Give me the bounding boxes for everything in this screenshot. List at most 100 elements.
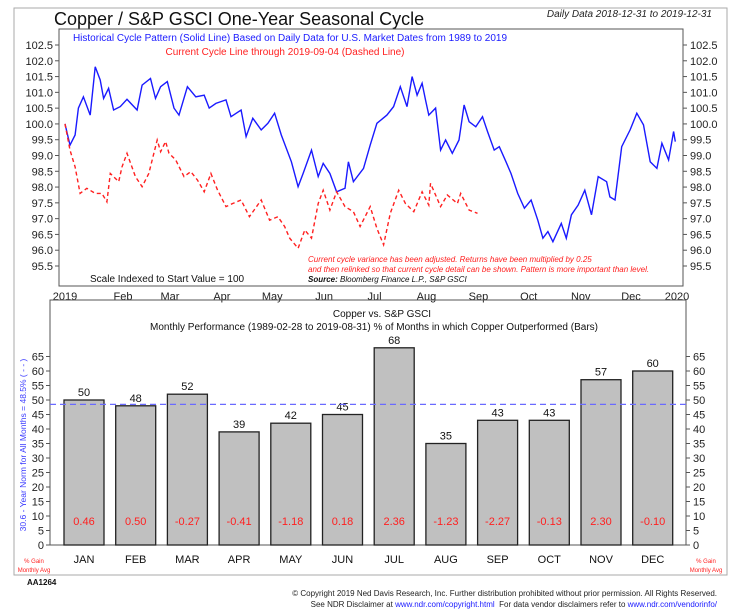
vendor-link[interactable]: www.ndr.com/vendorinfo/	[627, 600, 718, 609]
x-tick-label: Oct	[520, 291, 537, 303]
bar-jul	[373, 347, 415, 546]
legend-current: Current Cycle Line through 2019-09-04 (D…	[165, 47, 404, 58]
y-tick-label-right: 102.0	[690, 56, 718, 68]
month-label: MAR	[175, 554, 200, 566]
bar-value-label: 43	[543, 407, 555, 419]
month-label: NOV	[589, 554, 614, 566]
month-label: JUN	[332, 554, 353, 566]
gain-label: -0.27	[175, 516, 200, 528]
y-tick-label-left: 15	[32, 497, 44, 509]
y-tick-label-left: 99.0	[32, 150, 53, 162]
vendor-prefix: For data vendor disclaimers refer to	[495, 600, 628, 609]
y-tick-label-right: 98.0	[690, 182, 711, 194]
month-label: JAN	[74, 554, 95, 566]
chart-code: AA1264	[27, 578, 57, 587]
bar-value-label: 45	[336, 402, 348, 414]
y-tick-label-left: 65	[32, 352, 44, 364]
y-tick-label-right: 50	[693, 395, 705, 407]
y-tick-label-right: 101.0	[690, 87, 718, 99]
disclaimer-prefix: See NDR Disclaimer at	[311, 600, 395, 609]
y-tick-label-left: 100.5	[25, 103, 53, 115]
y-tick-label-left: 25	[32, 468, 44, 480]
bar-value-label: 50	[78, 387, 90, 399]
bar-jun	[321, 413, 364, 546]
y-tick-label-left: 102.0	[25, 56, 53, 68]
bar-chart-title: Copper vs. S&P GSCI	[333, 309, 431, 320]
y-tick-label-left: 40	[32, 424, 44, 436]
y-tick-label-right: 60	[693, 366, 705, 378]
variance-note-1: Current cycle variance has been adjusted…	[308, 255, 592, 264]
disclaimer: See NDR Disclaimer at www.ndr.com/copyri…	[311, 600, 718, 609]
bar-sep	[476, 419, 519, 546]
source-text: Bloomberg Finance L.P., S&P GSCI	[340, 275, 468, 284]
bar-value-label: 43	[491, 407, 503, 419]
y-tick-label-right: 20	[693, 482, 705, 494]
y-tick-label-left: 5	[38, 526, 44, 538]
gain-axis-left-1: % Gain	[24, 559, 44, 565]
y-tick-label-right: 45	[693, 410, 705, 422]
source-note: Source: Bloomberg Finance L.P., S&P GSCI	[308, 275, 468, 284]
y-tick-label-left: 96.5	[32, 229, 53, 241]
bar-value-label: 39	[233, 419, 245, 431]
y-tick-label-left: 0	[38, 540, 44, 552]
source-label: Source:	[308, 275, 338, 284]
gain-label: 2.36	[383, 516, 404, 528]
y-tick-label-left: 96.0	[32, 245, 53, 257]
y-tick-label-right: 97.5	[690, 198, 711, 210]
bar-apr	[218, 431, 260, 546]
x-tick-label: Jun	[315, 291, 333, 303]
y-tick-label-right: 98.5	[690, 166, 711, 178]
y-tick-label-right: 96.5	[690, 229, 711, 241]
x-tick-label: 2019	[53, 291, 77, 303]
y-tick-label-left: 100.0	[25, 119, 53, 131]
y-tick-label-left: 98.0	[32, 182, 53, 194]
y-tick-label-left: 55	[32, 381, 44, 393]
top-plot-frame	[58, 28, 684, 287]
month-label: MAY	[279, 554, 303, 566]
bar-value-label: 52	[181, 381, 193, 393]
gain-axis-right-2: Monthly Avg	[690, 568, 723, 574]
y-tick-label-right: 30	[693, 453, 705, 465]
y-tick-label-left: 98.5	[32, 166, 53, 178]
y-tick-label-right: 65	[693, 352, 705, 364]
bar-value-label: 48	[130, 393, 142, 405]
bar-y-axis-label: 30.6 - Year Norm for All Months = 48.5% …	[18, 358, 28, 531]
month-label: SEP	[487, 554, 509, 566]
date-range: Daily Data 2018-12-31 to 2019-12-31	[547, 9, 712, 20]
y-tick-label-left: 60	[32, 366, 44, 378]
copyright-link[interactable]: www.ndr.com/copyright.html	[394, 600, 495, 609]
x-tick-label: Dec	[621, 291, 641, 303]
y-tick-label-right: 99.5	[690, 135, 711, 147]
month-label: APR	[228, 554, 251, 566]
y-tick-label-right: 35	[693, 439, 705, 451]
month-label: AUG	[434, 554, 458, 566]
gain-label: -0.41	[227, 516, 252, 528]
bar-value-label: 60	[647, 358, 659, 370]
y-tick-label-left: 97.5	[32, 198, 53, 210]
bar-feb	[115, 405, 157, 546]
chart-title: Copper / S&P GSCI One-Year Seasonal Cycl…	[54, 9, 424, 29]
current-cycle-line	[64, 123, 478, 250]
x-tick-label: Nov	[571, 291, 591, 303]
bar-oct	[528, 419, 570, 546]
bar-value-label: 57	[595, 367, 607, 379]
y-tick-label-right: 40	[693, 424, 705, 436]
x-tick-label: Sep	[469, 291, 489, 303]
gain-axis-right-1: % Gain	[696, 559, 716, 565]
y-tick-label-right: 15	[693, 497, 705, 509]
gain-label: -1.18	[278, 516, 303, 528]
x-tick-label: Apr	[213, 291, 230, 303]
month-label: JUL	[384, 554, 404, 566]
y-tick-label-right: 25	[693, 468, 705, 480]
y-tick-label-right: 102.5	[690, 40, 718, 52]
y-tick-label-left: 20	[32, 482, 44, 494]
gain-label: 2.30	[590, 516, 611, 528]
gain-label: -2.27	[485, 516, 510, 528]
y-tick-label-left: 50	[32, 395, 44, 407]
gain-axis-left-2: Monthly Avg	[18, 568, 51, 574]
bar-nov	[580, 379, 622, 546]
bar-aug	[425, 442, 467, 546]
y-tick-label-right: 5	[693, 526, 699, 538]
bottom-plot-frame	[49, 299, 687, 546]
